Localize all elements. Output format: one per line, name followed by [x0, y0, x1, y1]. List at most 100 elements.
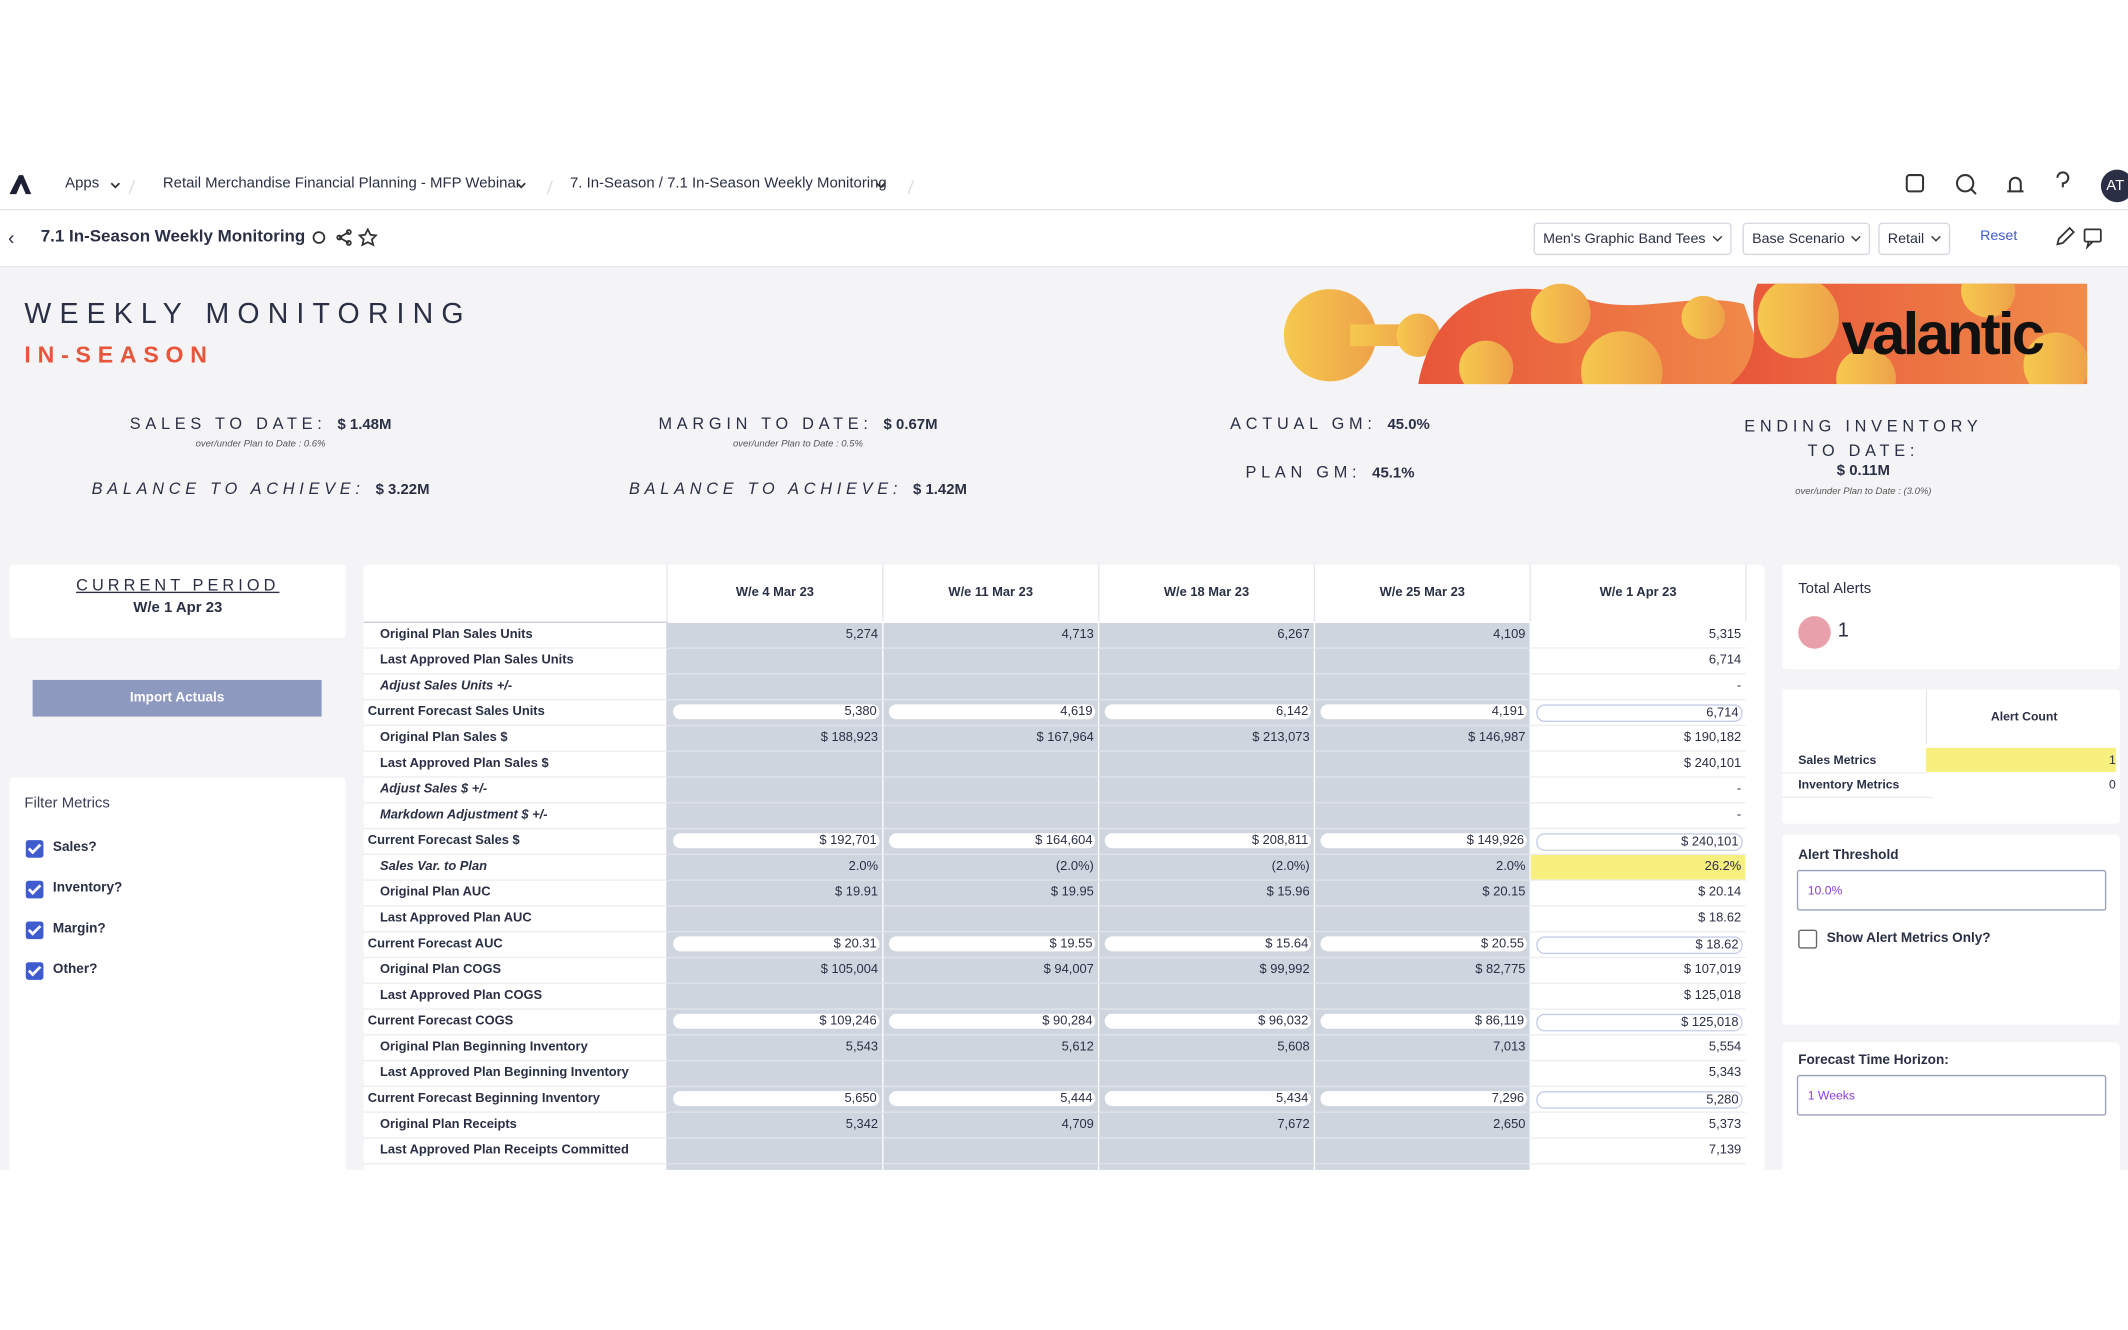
table-cell: $ 18.62	[1530, 906, 1747, 933]
table-cell: 5,380	[667, 700, 884, 727]
filter-dropdown[interactable]: Men's Graphic Band Tees	[1533, 222, 1732, 256]
cell-value: 6,142	[1104, 704, 1311, 720]
title-icons[interactable]	[309, 227, 380, 247]
row-label: Last Approved Plan Receipts Committed	[363, 1138, 668, 1165]
table-cell: $ 15.64	[1099, 932, 1316, 959]
row-label: Current Forecast COGS	[363, 1009, 668, 1036]
kpi-value: $ 0.11M	[1836, 462, 1890, 480]
row-label: Original Plan Sales Units	[363, 622, 668, 649]
header-corner	[363, 564, 668, 623]
table-cell: 5,274	[667, 622, 884, 649]
table-cell: $ 20.14	[1530, 880, 1747, 907]
apps-menu[interactable]: Apps	[65, 175, 100, 192]
table-cell	[667, 777, 884, 804]
current-period-value: W/e 1 Apr 23	[133, 599, 223, 617]
kpi-label: SALES TO DATE: $ 1.48M	[0, 414, 532, 433]
table-cell: 4,713	[883, 622, 1100, 649]
table-cell: 5,444	[883, 1087, 1100, 1113]
filter-checkbox[interactable]	[25, 840, 44, 858]
brand-logo: valantic	[1842, 300, 2044, 367]
table-cell	[667, 648, 884, 675]
alert-dot	[1798, 616, 1831, 649]
horizon-card: Forecast Time Horizon: 1 Weeks	[1781, 1042, 2120, 1170]
threshold-input[interactable]: 10.0%	[1796, 869, 2107, 911]
back-button[interactable]: ‹	[8, 226, 15, 249]
table-cell: $ 15.96	[1099, 880, 1316, 907]
table-cell: 7,139	[1530, 1138, 1747, 1165]
table-cell	[883, 1061, 1100, 1088]
table-cell: 5,315	[1530, 622, 1747, 649]
table-cell	[1315, 777, 1531, 804]
table-cell: $ 167,964	[883, 726, 1100, 752]
model-menu[interactable]: Retail Merchandise Financial Planning - …	[162, 175, 521, 192]
table-cell: 5,434	[1099, 1087, 1316, 1113]
avatar[interactable]: AT	[2100, 169, 2128, 203]
filter-dropdown[interactable]: Retail	[1878, 222, 1951, 256]
horizon-input[interactable]: 1 Weeks	[1796, 1074, 2107, 1116]
nav-icons[interactable]	[1900, 168, 2090, 201]
row-label: Original Plan AUC	[363, 880, 668, 907]
dashboard: WEEKLY MONITORING IN-SEASON valantic SAL…	[0, 267, 2128, 1170]
table-cell: $ 164,604	[883, 829, 1100, 855]
alert-row-value: 1	[1925, 747, 2116, 773]
show-only-checkbox[interactable]	[1798, 929, 1818, 949]
import-actuals-button[interactable]: Import Actuals	[32, 679, 322, 717]
app-logo[interactable]	[8, 174, 32, 196]
alert-table-header: Alert Count	[1925, 689, 2121, 744]
kpi-label-text: SALES TO DATE:	[129, 413, 327, 433]
cell-value: $ 240,101	[1536, 833, 1743, 851]
table-cell	[883, 1164, 1100, 1170]
kpi-label-text: PLAN GM:	[1245, 462, 1362, 482]
row-label: Current Forecast Beginning Inventory	[363, 1087, 668, 1113]
filter-checkbox[interactable]	[25, 880, 44, 899]
alert-count: 1	[1837, 618, 1849, 642]
filter-label: Other?	[52, 962, 98, 978]
table-cell: $ 146,987	[1315, 726, 1531, 752]
column-header: W/e 1 Apr 23	[1531, 564, 1747, 622]
table-cell: $ 213,073	[1099, 726, 1316, 752]
row-label: Original Plan Sales $	[363, 726, 668, 752]
row-label: Last Approved Plan Sales Units	[363, 648, 668, 675]
table-cell	[883, 803, 1100, 830]
table-cell: 6,714	[1530, 700, 1747, 727]
table-cell	[1099, 1138, 1316, 1165]
threshold-label: Alert Threshold	[1798, 848, 1899, 864]
nav-carets	[110, 180, 915, 195]
toolbar: ‹ 7.1 In-Season Weekly Monitoring Men's …	[0, 210, 2128, 268]
alert-row-value: 0	[1925, 772, 2116, 797]
row-label: Markdown Adjustment $ +/-	[363, 803, 668, 830]
kpi-note: over/under Plan to Date : (3.0%)	[1795, 487, 1932, 497]
cell-value: 6,714	[1536, 704, 1743, 722]
reset-button[interactable]: Reset	[1980, 227, 2018, 245]
table-cell: 7,013	[1315, 1035, 1531, 1062]
alert-row-label: Sales Metrics	[1781, 748, 1934, 774]
banner: valantic	[1283, 283, 2088, 385]
table-cell: 4,619	[883, 700, 1100, 727]
cell-value: $ 19.55	[888, 936, 1096, 952]
toolbar-icons[interactable]	[2052, 225, 2128, 250]
button-label: Import Actuals	[129, 690, 225, 706]
cell-value: $ 18.62	[1536, 936, 1743, 955]
table-cell	[1099, 648, 1316, 675]
kpi-value: $ 3.22M	[375, 481, 430, 499]
page-menu[interactable]: 7. In-Season / 7.1 In-Season Weekly Moni…	[569, 175, 887, 192]
table-cell	[1315, 674, 1531, 701]
dashboard-subtitle: IN-SEASON	[24, 341, 214, 368]
cell-value: $ 125,018	[1536, 1013, 1743, 1032]
table-cell: $ 192,701	[667, 829, 884, 855]
filter-checkbox[interactable]	[25, 962, 44, 980]
column-header: W/e 18 Mar 23	[1099, 564, 1316, 622]
kpi-label-text: BALANCE TO ACHIEVE:	[91, 479, 365, 499]
filter-checkbox[interactable]	[25, 921, 44, 940]
table-cell	[667, 803, 884, 830]
cell-value: $ 164,604	[888, 833, 1096, 849]
filter-dropdown[interactable]: Base Scenario	[1742, 222, 1871, 256]
table-cell: 7,672	[1099, 1112, 1316, 1139]
table-cell	[1099, 906, 1316, 933]
kpi-value: 45.0%	[1387, 416, 1430, 433]
table-cell	[667, 1061, 884, 1088]
kpi-value: $ 1.48M	[337, 416, 392, 433]
table-cell	[1315, 906, 1531, 933]
